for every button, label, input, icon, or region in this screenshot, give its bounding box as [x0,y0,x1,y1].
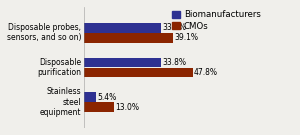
Text: 39.1%: 39.1% [174,33,198,42]
Bar [84,92,96,102]
Text: 47.8%: 47.8% [194,68,218,77]
Bar [84,23,161,33]
Bar [84,58,161,68]
Legend: Biomanufacturers, CMOs: Biomanufacturers, CMOs [170,9,262,32]
Bar [84,102,114,112]
Text: 5.4%: 5.4% [98,93,117,102]
Text: 13.0%: 13.0% [115,103,139,112]
Bar [84,68,193,77]
Text: 33.8%: 33.8% [162,58,186,67]
Bar [84,33,173,43]
Text: 33.8%: 33.8% [162,23,186,32]
